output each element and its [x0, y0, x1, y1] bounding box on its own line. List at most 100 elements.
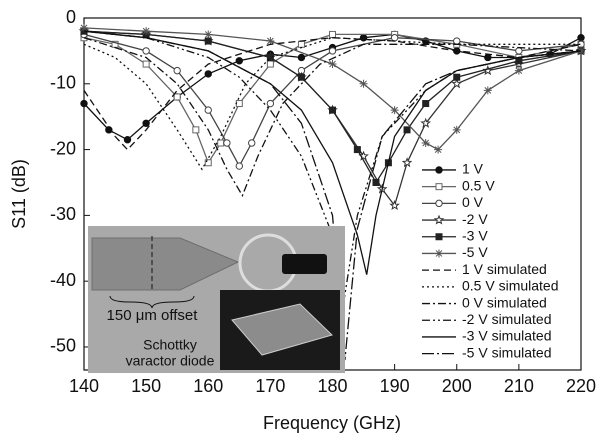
- marker: [328, 47, 337, 55]
- marker: [266, 60, 274, 68]
- marker: [223, 139, 231, 147]
- marker: [142, 27, 151, 36]
- y-tick-label: -30: [50, 204, 76, 224]
- marker: [421, 139, 430, 148]
- marker: [204, 159, 212, 167]
- inset-probe: [91, 237, 240, 291]
- marker: [173, 66, 181, 75]
- marker: [329, 30, 336, 38]
- inset-photo: 150 μm offset Schottky varactor diode: [88, 226, 345, 373]
- legend-label: 0 V: [462, 194, 484, 210]
- marker: [577, 34, 585, 42]
- marker: [204, 30, 213, 39]
- marker: [248, 139, 256, 147]
- marker: [452, 125, 461, 134]
- legend-label: -5 V simulated: [462, 344, 551, 360]
- marker: [217, 139, 225, 147]
- marker: [515, 47, 523, 55]
- marker: [235, 162, 244, 170]
- annotation: 150 μm offset: [107, 307, 199, 324]
- marker: [204, 106, 212, 114]
- marker: [403, 126, 411, 134]
- series-line: [83, 37, 582, 198]
- marker: [401, 157, 413, 168]
- legend-label: -3 V simulated: [462, 328, 551, 344]
- marker: [105, 126, 113, 134]
- legend-label: 1 V: [462, 161, 484, 177]
- marker: [483, 86, 492, 95]
- marker: [422, 100, 430, 108]
- legend-label: -2 V simulated: [462, 311, 551, 327]
- annotation: varactor diode: [126, 353, 215, 369]
- series-line: [83, 33, 582, 141]
- marker: [329, 106, 336, 114]
- marker: [123, 136, 132, 144]
- legend-label: -3 V: [462, 227, 488, 243]
- y-axis-title: S11 (dB): [9, 159, 29, 229]
- series: [80, 23, 585, 154]
- marker: [235, 100, 243, 108]
- y-tick-label: -10: [50, 73, 76, 93]
- marker: [80, 23, 88, 32]
- inset-chip: [231, 303, 333, 356]
- series: [83, 37, 582, 151]
- marker: [390, 106, 399, 115]
- marker: [266, 37, 275, 46]
- marker: [142, 119, 150, 127]
- marker: [514, 66, 523, 75]
- marker: [390, 34, 399, 42]
- marker: [204, 70, 212, 78]
- marker: [484, 53, 492, 62]
- series-line: [83, 33, 582, 168]
- legend-label: -2 V: [462, 211, 488, 227]
- legend-marker: [435, 233, 443, 241]
- series-line: [83, 30, 582, 184]
- x-tick-label: 150: [131, 376, 161, 396]
- inset-diode: [282, 254, 327, 274]
- legend-label: 0.5 V simulated: [462, 278, 559, 294]
- marker: [80, 99, 88, 108]
- series-line: [83, 30, 582, 275]
- marker: [235, 57, 244, 65]
- marker: [453, 37, 461, 45]
- legend-label: 1 V simulated: [462, 261, 547, 277]
- x-tick-label: 160: [193, 376, 223, 396]
- legend-marker: [435, 183, 443, 191]
- marker: [192, 126, 200, 134]
- marker: [297, 40, 305, 48]
- marker: [453, 73, 461, 81]
- marker: [142, 47, 150, 55]
- marker: [515, 57, 523, 65]
- y-tick-label: -40: [50, 270, 76, 290]
- series: [80, 30, 585, 170]
- y-tick-label: 0: [66, 7, 76, 27]
- marker: [389, 199, 400, 211]
- series: [83, 37, 581, 171]
- marker: [266, 53, 274, 61]
- y-tick-label: -20: [50, 138, 76, 158]
- marker: [434, 145, 443, 154]
- marker: [328, 60, 337, 69]
- legend-label: 0 V simulated: [462, 294, 547, 310]
- x-tick-label: 140: [69, 376, 99, 396]
- marker: [297, 53, 306, 62]
- x-tick-label: 210: [504, 376, 534, 396]
- x-tick-label: 180: [317, 376, 347, 396]
- legend-marker: [433, 214, 445, 225]
- marker: [451, 78, 462, 89]
- inset-brace: [109, 295, 195, 309]
- x-axis-title: Frequency (GHz): [263, 413, 401, 433]
- marker: [577, 46, 585, 55]
- legend-marker: [435, 249, 443, 258]
- legend-marker: [435, 199, 443, 208]
- marker: [353, 146, 361, 154]
- marker: [266, 99, 275, 108]
- annotation: Schottky: [143, 337, 197, 353]
- y-tick-label: -50: [50, 336, 76, 356]
- x-tick-label: 220: [566, 376, 596, 396]
- x-tick-label: 200: [442, 376, 472, 396]
- legend-label: -5 V: [462, 244, 488, 260]
- series-line: [83, 37, 581, 171]
